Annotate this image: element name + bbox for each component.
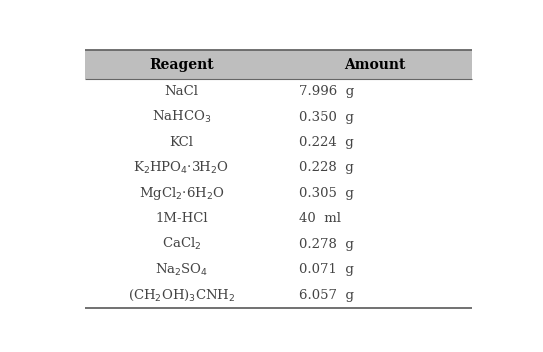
Text: KCl: KCl <box>169 136 193 149</box>
Text: 1M-HCl: 1M-HCl <box>155 212 208 225</box>
Text: (CH$_2$OH)$_3$CNH$_2$: (CH$_2$OH)$_3$CNH$_2$ <box>128 288 235 303</box>
Text: NaCl: NaCl <box>165 85 199 98</box>
Text: Reagent: Reagent <box>149 58 214 71</box>
Text: 0.228  g: 0.228 g <box>299 162 354 174</box>
Bar <box>85 50 472 79</box>
Text: 0.350  g: 0.350 g <box>299 111 354 124</box>
Text: 0.071  g: 0.071 g <box>299 263 354 276</box>
Text: CaCl$_2$: CaCl$_2$ <box>162 236 201 252</box>
Text: Na$_2$SO$_4$: Na$_2$SO$_4$ <box>155 262 208 278</box>
Text: 7.996  g: 7.996 g <box>299 85 355 98</box>
Text: K$_2$HPO$_4$·3H$_2$O: K$_2$HPO$_4$·3H$_2$O <box>134 160 230 176</box>
Text: Amount: Amount <box>344 58 406 71</box>
Text: 0.305  g: 0.305 g <box>299 187 354 200</box>
Text: 40  ml: 40 ml <box>299 212 342 225</box>
Text: 0.278  g: 0.278 g <box>299 238 354 251</box>
Text: 6.057  g: 6.057 g <box>299 289 355 302</box>
Text: 0.224  g: 0.224 g <box>299 136 354 149</box>
Text: NaHCO$_3$: NaHCO$_3$ <box>152 109 211 125</box>
Text: MgCl$_2$·6H$_2$O: MgCl$_2$·6H$_2$O <box>139 185 224 202</box>
